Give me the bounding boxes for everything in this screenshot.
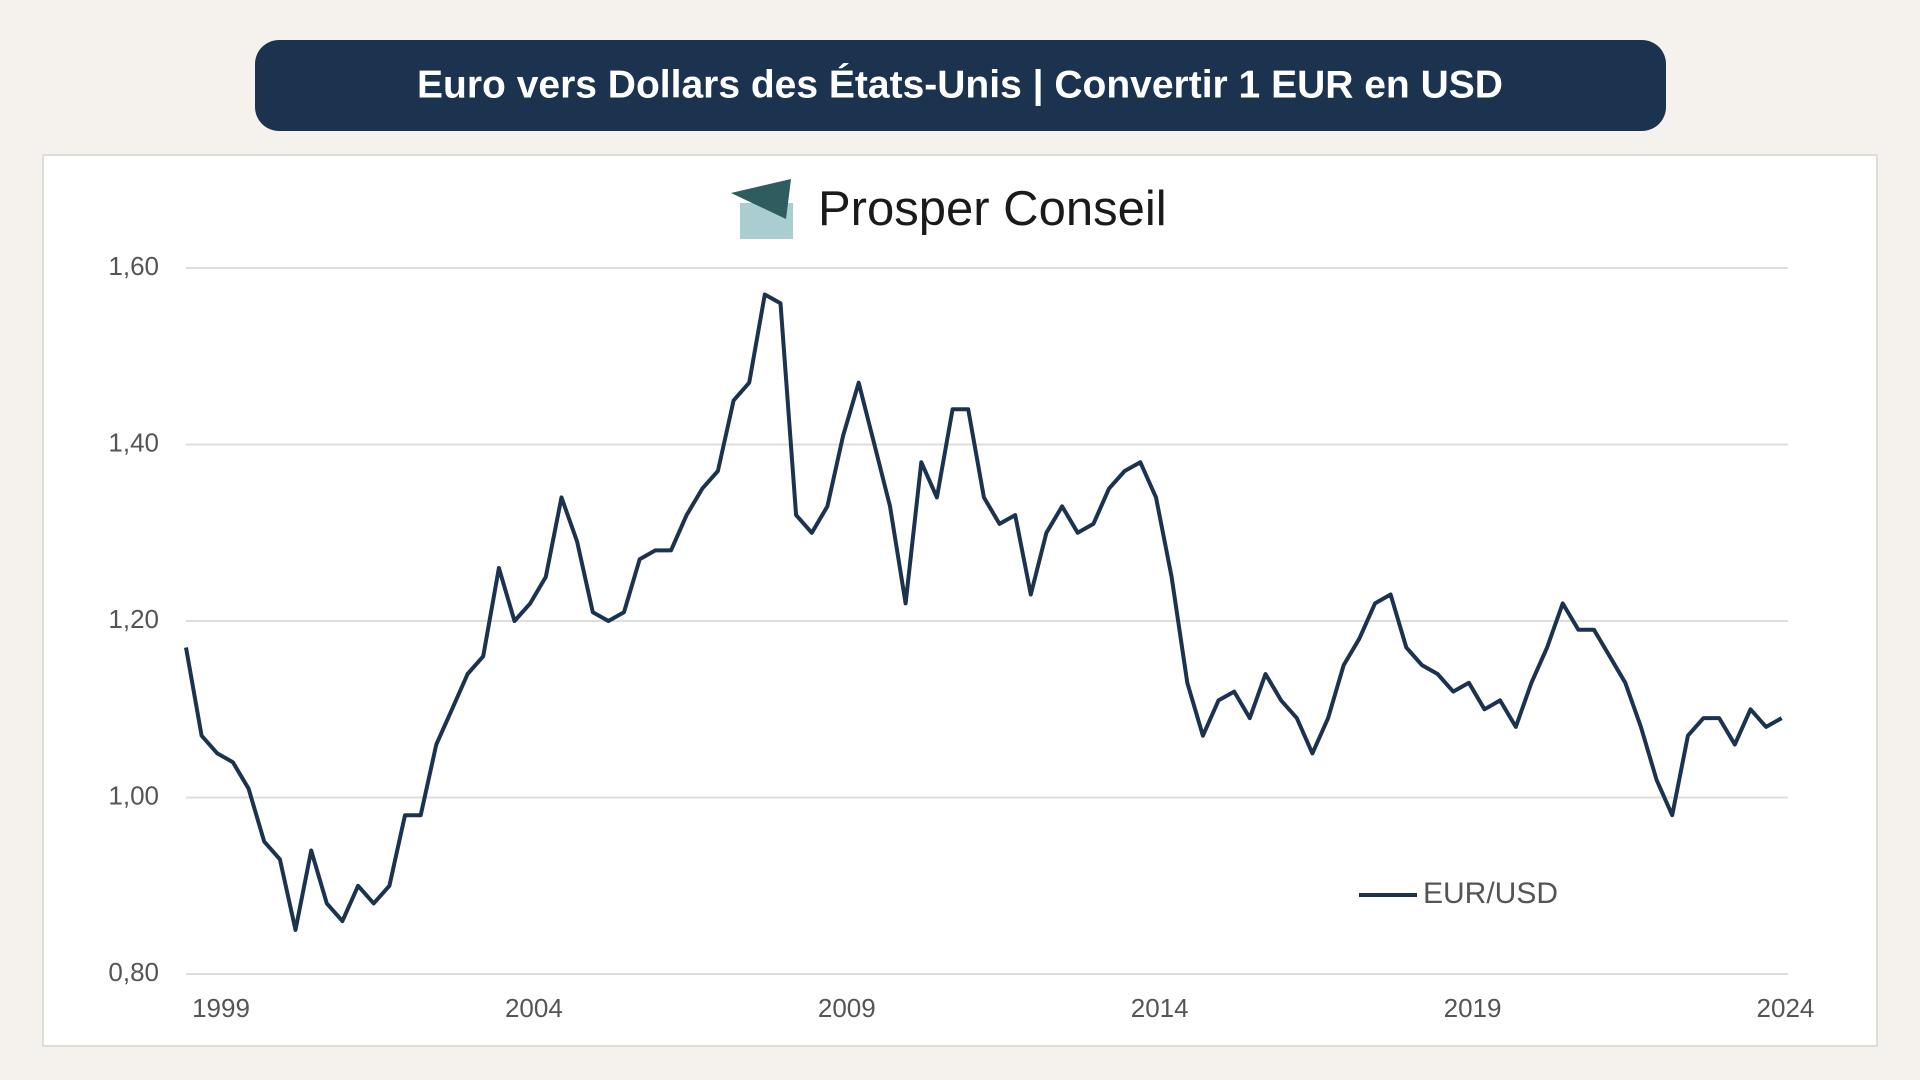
chart-panel — [42, 154, 1878, 1047]
brand-logo — [731, 179, 793, 239]
legend-label: EUR/USD — [1423, 877, 1558, 910]
y-tick-label: 1,20 — [108, 604, 159, 634]
line-series — [184, 292, 1783, 932]
y-tick-label: 1,00 — [108, 780, 159, 810]
title-banner — [255, 40, 1666, 131]
chart-title: Euro vers Dollars des États-Unis | Conve… — [417, 62, 1503, 106]
x-tick-label: 2014 — [1131, 993, 1189, 1023]
y-tick-label: 1,60 — [108, 251, 159, 281]
x-tick-label: 1999 — [192, 993, 250, 1023]
brand-name: Prosper Conseil — [818, 182, 1167, 236]
x-tick-label: 2024 — [1757, 993, 1815, 1023]
x-tick-label: 2009 — [818, 993, 876, 1023]
x-tick-label: 2019 — [1444, 993, 1502, 1023]
y-tick-label: 1,40 — [108, 427, 159, 457]
x-tick-label: 2004 — [505, 993, 563, 1023]
y-tick-label: 0,80 — [108, 957, 159, 987]
